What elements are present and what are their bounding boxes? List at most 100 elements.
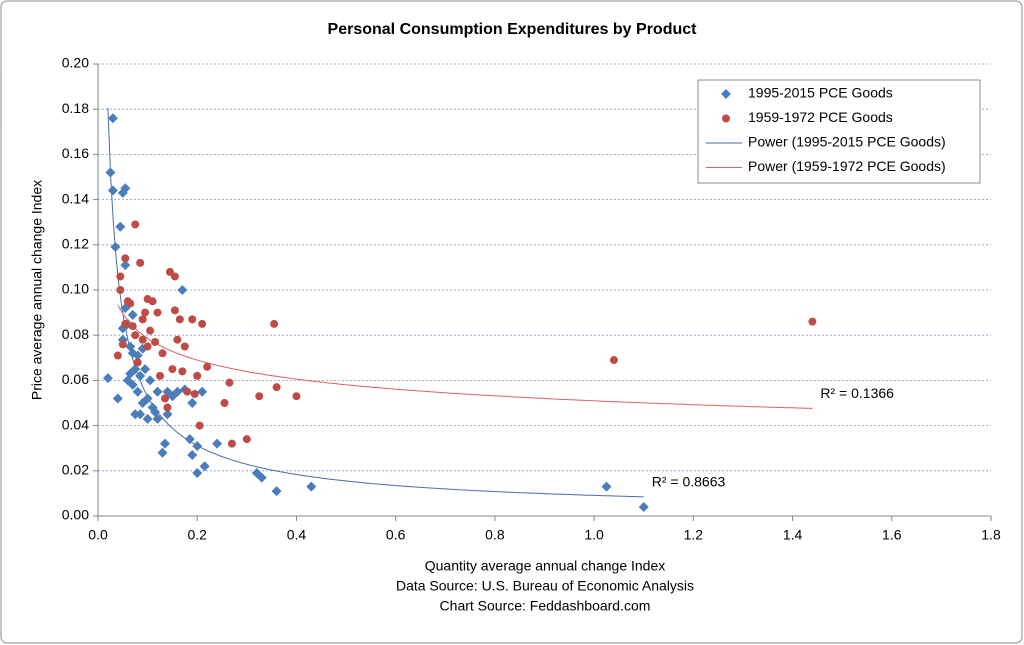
data-point	[121, 319, 130, 328]
legend-label: Power (1959-1972 PCE Goods)	[748, 158, 946, 174]
x-tick-label: 0.8	[485, 527, 505, 543]
data-point	[128, 322, 137, 331]
data-point	[170, 306, 179, 315]
data-point	[120, 183, 131, 194]
y-tick-label: 0.16	[62, 145, 89, 161]
data-point	[177, 285, 188, 295]
data-point	[178, 367, 187, 376]
data-point	[192, 440, 203, 451]
data-point	[187, 449, 198, 460]
data-point	[172, 386, 183, 397]
y-axis-label: Price average annual change Index	[29, 180, 45, 400]
chart-title: Personal Consumption Expenditures by Pro…	[328, 21, 698, 38]
data-point	[193, 371, 202, 380]
y-tick-label: 0.12	[62, 236, 89, 252]
data-point	[105, 167, 116, 178]
y-tick-label: 0.14	[62, 190, 89, 206]
data-point	[168, 365, 177, 374]
data-point	[170, 272, 179, 281]
data-point	[152, 386, 163, 397]
data-point	[159, 438, 170, 449]
x-tick-label: 0.4	[287, 527, 307, 543]
data-point	[138, 335, 147, 344]
data-point	[601, 481, 612, 492]
data-point	[153, 308, 162, 317]
data-point	[227, 439, 236, 448]
data-point	[135, 370, 146, 381]
data-point	[110, 242, 121, 253]
data-point	[151, 337, 160, 346]
data-point	[102, 373, 113, 384]
data-point	[132, 350, 143, 361]
data-point	[152, 413, 163, 424]
x-tick-label: 0.0	[88, 527, 108, 543]
data-point	[162, 409, 173, 420]
data-point	[142, 393, 153, 404]
data-point	[212, 438, 223, 449]
data-point	[132, 386, 143, 397]
y-tick-label: 0.18	[62, 100, 89, 116]
data-point	[126, 299, 135, 308]
data-point	[127, 309, 138, 320]
data-point	[272, 383, 281, 392]
data-point	[190, 389, 199, 398]
data-point	[127, 379, 138, 390]
data-point	[609, 356, 618, 365]
data-point	[160, 394, 169, 403]
r-squared-label: R² = 0.1366	[820, 385, 894, 401]
data-point	[141, 308, 150, 317]
data-point	[808, 317, 817, 326]
data-point	[133, 358, 142, 367]
data-point	[256, 472, 267, 483]
x-tick-label: 0.2	[187, 527, 207, 543]
legend-label: 1959-1972 PCE Goods	[748, 109, 893, 125]
r-squared-label: R² = 0.8663	[652, 474, 726, 490]
y-tick-label: 0.02	[62, 462, 89, 478]
data-point	[121, 254, 130, 263]
y-tick-label: 0.04	[62, 416, 89, 432]
data-point	[292, 392, 301, 401]
data-point	[143, 342, 152, 351]
data-point	[118, 340, 127, 349]
data-point	[107, 113, 118, 124]
legend-marker	[721, 89, 731, 99]
data-point	[184, 434, 195, 445]
data-point	[138, 315, 147, 324]
data-point	[131, 331, 140, 340]
source-note: Data Source: U.S. Bureau of Economic Ana…	[396, 578, 694, 594]
data-point	[116, 286, 125, 294]
data-point	[116, 272, 125, 281]
data-point	[195, 421, 204, 430]
x-tick-label: 1.0	[584, 527, 604, 543]
data-point	[188, 315, 197, 324]
legend-box	[697, 79, 981, 184]
data-point	[270, 319, 279, 328]
data-point	[107, 185, 118, 196]
data-point	[180, 342, 189, 351]
data-point	[198, 319, 207, 328]
legend-label: Power (1995-2015 PCE Goods)	[748, 134, 946, 150]
data-point	[145, 375, 156, 386]
x-tick-label: 1.4	[783, 527, 803, 543]
data-point	[130, 364, 141, 375]
x-axis-label: Quantity average annual change Index	[425, 558, 666, 574]
data-point	[158, 349, 167, 358]
data-point	[197, 386, 208, 397]
data-point	[199, 461, 210, 472]
data-point	[271, 486, 282, 497]
data-point	[120, 303, 131, 314]
data-point	[192, 468, 203, 479]
x-tick-label: 1.8	[981, 527, 1001, 543]
data-point	[255, 392, 264, 401]
data-point	[148, 297, 157, 306]
x-tick-label: 0.6	[386, 527, 406, 543]
data-point	[140, 364, 151, 375]
x-tick-label: 1.2	[684, 527, 704, 543]
legend-label: 1995-2015 PCE Goods	[748, 85, 893, 101]
data-point	[115, 221, 126, 232]
y-tick-label: 0.00	[62, 507, 89, 523]
y-tick-label: 0.06	[62, 371, 89, 387]
data-point	[220, 399, 229, 407]
data-point	[187, 398, 198, 408]
